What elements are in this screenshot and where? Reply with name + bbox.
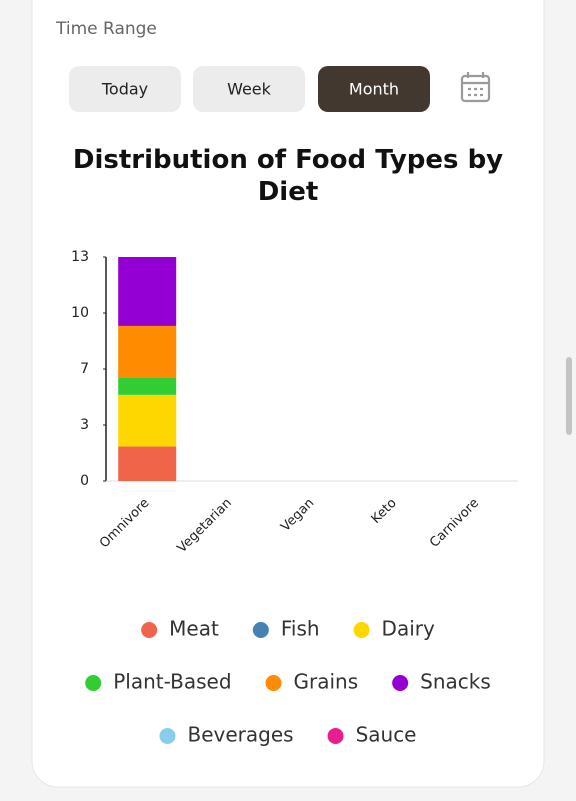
calendar-frame <box>460 74 491 103</box>
legend-label: Beverages <box>187 723 293 747</box>
bar-segment <box>118 257 177 326</box>
legend-item: Plant-Based <box>85 670 232 694</box>
scrollbar <box>566 357 572 435</box>
time-button-label: Week <box>227 80 272 99</box>
time-button[interactable] <box>69 66 181 112</box>
legend-item: Sauce <box>327 723 417 747</box>
time-button-label: Today <box>101 80 148 99</box>
time-button-label: Month <box>349 80 399 99</box>
calendar-icon[interactable] <box>460 72 491 103</box>
legend-label: Dairy <box>382 617 435 641</box>
title-line: Diet <box>258 177 319 207</box>
legend-label: Plant-Based <box>113 670 231 694</box>
legend-label: Sauce <box>356 723 417 747</box>
card <box>31 0 545 788</box>
legend-item: Beverages <box>159 723 294 747</box>
legend-swatch <box>353 622 370 638</box>
legend-item: Meat <box>141 617 219 641</box>
legend-item: Fish <box>252 617 320 641</box>
legend-swatch <box>159 728 176 744</box>
y-tick-label: 7 <box>80 361 89 377</box>
legend-swatch <box>392 675 409 691</box>
bar-segment <box>118 377 177 395</box>
legend-label: Meat <box>169 617 219 641</box>
legend-swatch <box>265 675 282 691</box>
y-tick-label: 10 <box>71 305 89 321</box>
legend-item: Grains <box>265 670 359 694</box>
bar-segment <box>118 446 177 481</box>
chart-title: Distribution of Food Types by Diet <box>73 145 503 207</box>
y-tick-label: 3 <box>80 417 89 433</box>
legend-label: Grains <box>294 670 359 694</box>
calendar-days <box>468 87 483 97</box>
legend-item: Dairy <box>353 617 435 641</box>
legend-swatch <box>327 728 344 744</box>
legend-swatch <box>85 675 102 691</box>
legend-swatch <box>141 622 158 638</box>
time-range-label: Time Range <box>55 19 157 39</box>
title-line: Distribution of Food Types by <box>73 145 503 175</box>
y-tick-label: 0 <box>80 473 89 489</box>
legend-label: Snacks <box>420 670 491 694</box>
legend-swatch <box>252 622 269 638</box>
y-tick-label: 13 <box>71 249 89 265</box>
legend-label: Fish <box>281 617 320 641</box>
bar-segment <box>118 325 177 378</box>
time-button[interactable] <box>318 66 430 112</box>
bar-segment <box>118 394 177 447</box>
time-button[interactable] <box>193 66 305 112</box>
legend-item: Snacks <box>392 670 491 694</box>
